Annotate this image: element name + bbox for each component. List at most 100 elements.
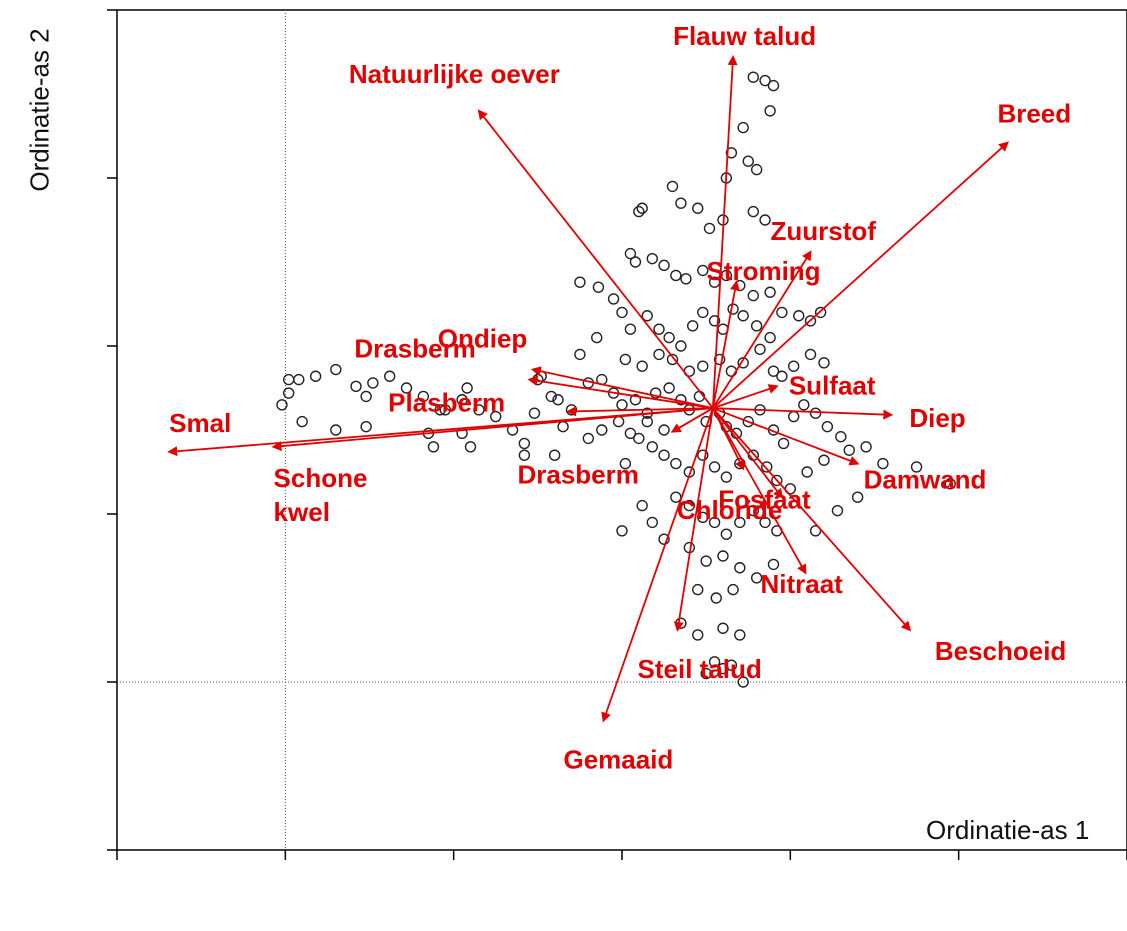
- sample-point: [737, 310, 749, 322]
- vector-label: Damwand: [864, 465, 987, 495]
- sample-point: [658, 533, 670, 545]
- sample-point: [877, 457, 889, 470]
- sample-point: [720, 471, 733, 483]
- sample-point: [697, 306, 709, 319]
- vector-label: Steil talud: [638, 654, 762, 684]
- sample-point: [717, 550, 729, 562]
- vector-arrow: [601, 407, 714, 723]
- vector-arrow: [670, 407, 714, 433]
- sample-point: [574, 348, 586, 361]
- environmental-vectors: [167, 55, 1009, 723]
- sample-point: [461, 382, 473, 394]
- vector-arrow: [712, 407, 894, 420]
- vector-arrow: [712, 407, 860, 466]
- sample-point: [473, 404, 485, 416]
- sample-point: [737, 676, 749, 688]
- sample-point: [809, 525, 822, 537]
- sample-point: [708, 516, 721, 529]
- sample-point: [697, 360, 709, 372]
- sample-point: [619, 457, 632, 470]
- sample-point: [646, 516, 658, 529]
- sample-point: [565, 404, 578, 416]
- sample-point: [666, 353, 679, 366]
- vector-label-line: Steil talud: [638, 654, 762, 684]
- sample-point: [764, 331, 776, 344]
- sample-point: [616, 399, 628, 411]
- sample-point: [296, 415, 308, 428]
- sample-point: [552, 394, 564, 406]
- sample-point: [692, 202, 704, 214]
- vector-label: Schone kwel: [274, 463, 368, 527]
- sample-point: [754, 343, 766, 356]
- sample-point: [582, 432, 595, 445]
- sample-point: [742, 415, 754, 428]
- sample-point: [761, 461, 773, 473]
- sample-point: [670, 457, 682, 470]
- sample-point: [692, 629, 704, 641]
- sample-point: [658, 449, 670, 461]
- vector-label: Gemaaid: [563, 745, 673, 775]
- sample-point: [675, 197, 687, 209]
- vector-label: Fosfaat: [718, 485, 811, 515]
- sample-point: [767, 558, 780, 571]
- sample-point: [658, 424, 670, 436]
- sample-point: [282, 387, 295, 399]
- vector-label-line: Drasberm: [354, 334, 475, 364]
- sample-point: [843, 444, 855, 456]
- vector-arrow: [530, 366, 714, 410]
- sample-point: [434, 404, 446, 416]
- sample-point: [750, 320, 763, 332]
- sample-point: [616, 306, 628, 319]
- sample-point: [798, 399, 810, 411]
- sample-point: [680, 273, 692, 285]
- sample-point: [759, 74, 771, 87]
- vector-label-line: Chloride: [677, 495, 782, 525]
- sample-points: [276, 71, 956, 688]
- x-axis-title: Ordinatie-as 1: [926, 815, 1090, 845]
- sample-point: [666, 180, 679, 193]
- vector-label-line: Flauw talud: [673, 21, 816, 51]
- sample-point: [727, 303, 739, 315]
- sample-point: [747, 71, 759, 83]
- sample-point: [725, 147, 738, 159]
- sample-point: [653, 348, 665, 361]
- vector-label-line: Fosfaat: [718, 485, 811, 515]
- sample-point: [653, 323, 665, 335]
- vector-label: Sulfaat: [789, 370, 876, 400]
- sample-point: [641, 310, 653, 322]
- sample-point: [574, 276, 586, 288]
- sample-point: [720, 528, 733, 540]
- vector-label-line: Drasberm: [517, 460, 638, 490]
- sample-point: [360, 390, 372, 403]
- vector-arrow: [673, 408, 714, 632]
- vector-arrow: [712, 407, 784, 499]
- vector-label-line: Sulfaat: [789, 370, 876, 400]
- vector-label-line: Natuurlijke oever: [349, 59, 560, 89]
- sample-point: [851, 491, 864, 503]
- vector-arrow: [712, 250, 812, 409]
- sample-point: [787, 360, 800, 372]
- vector-label-line: Plasberm: [388, 388, 505, 418]
- sample-point: [612, 415, 625, 428]
- vector-label-line: Ondiep: [438, 324, 528, 354]
- sample-point: [596, 424, 608, 436]
- y-axis-title: Ordinatie-as 2: [24, 28, 55, 192]
- sample-point: [646, 441, 658, 453]
- sample-point: [703, 222, 716, 235]
- sample-point: [860, 441, 872, 453]
- vector-label: Drasberm: [517, 460, 638, 490]
- sample-point: [734, 562, 746, 574]
- sample-point: [777, 437, 790, 450]
- sample-point: [607, 293, 620, 305]
- sample-point: [700, 555, 712, 567]
- sample-point: [776, 306, 788, 319]
- sample-point: [619, 353, 632, 366]
- sample-point: [801, 466, 813, 478]
- sample-point: [793, 310, 805, 322]
- sample-point: [624, 427, 637, 440]
- sample-point: [663, 382, 675, 394]
- sample-point: [439, 404, 451, 416]
- sample-point: [330, 424, 342, 436]
- sample-point: [742, 155, 754, 167]
- vector-label: Zuurstof: [771, 216, 877, 246]
